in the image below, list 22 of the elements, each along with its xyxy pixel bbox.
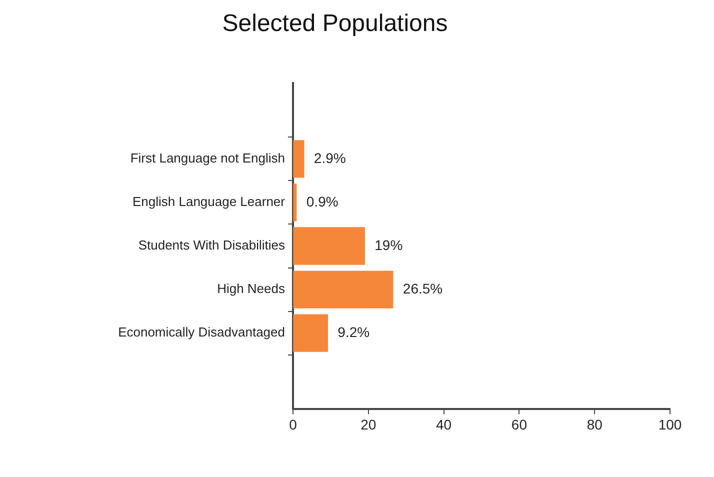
bar xyxy=(293,140,304,178)
y-tick-label: Economically Disadvantaged xyxy=(118,324,285,340)
data-label: 0.9% xyxy=(306,193,338,210)
x-tick-label: 60 xyxy=(511,416,528,432)
data-label: 19% xyxy=(374,236,403,253)
data-label: 2.9% xyxy=(314,150,346,166)
y-tick-label: Students With Disabilities xyxy=(138,238,286,253)
x-tick-label: 0 xyxy=(289,416,298,432)
x-tick-label: 100 xyxy=(658,416,682,432)
bar xyxy=(293,227,365,265)
data-label: 26.5% xyxy=(402,280,443,296)
y-tick-label: High Needs xyxy=(217,281,286,296)
chart-title: Selected Populations xyxy=(222,10,448,38)
bar xyxy=(293,270,394,308)
x-tick-label: 80 xyxy=(586,416,603,432)
x-tick-label: 40 xyxy=(436,416,452,432)
bar xyxy=(293,184,297,222)
y-tick-label: English Language Learner xyxy=(132,194,286,210)
bar xyxy=(293,314,328,352)
data-label: 9.2% xyxy=(338,324,370,340)
x-tick-label: 20 xyxy=(360,416,376,432)
y-tick-label: First Language not English xyxy=(130,150,285,166)
